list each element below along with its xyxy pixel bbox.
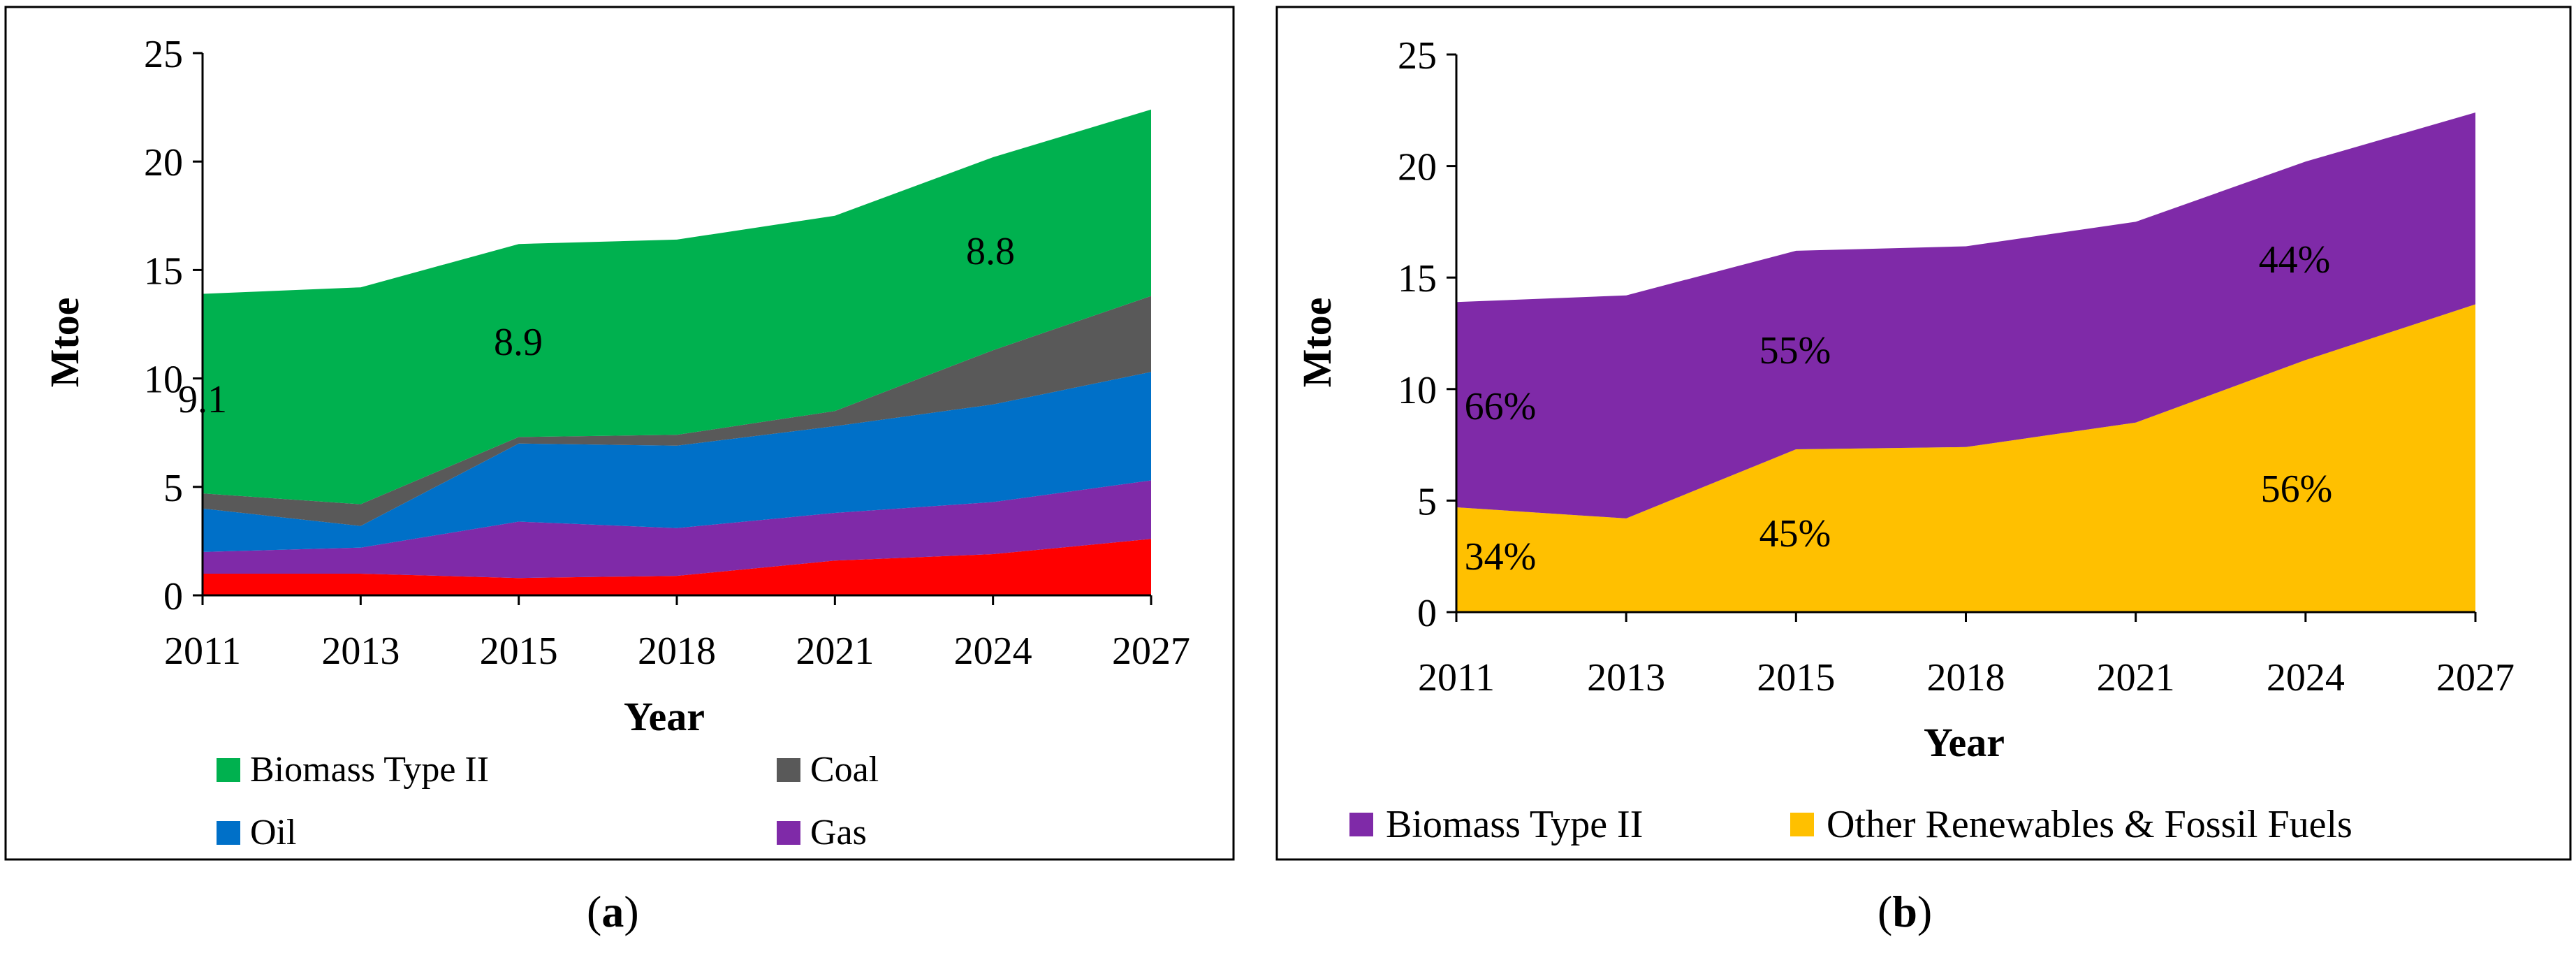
x-tick-label: 2011: [1418, 656, 1495, 699]
y-tick-label: 5: [1417, 480, 1437, 523]
annotation-label: 8.9: [494, 321, 543, 364]
area-series-biomass-type-ii: [203, 109, 1151, 505]
legend-swatch-biomass: [217, 758, 240, 782]
legend-swatch-coal: [777, 758, 800, 782]
x-tick-label: 2015: [480, 630, 558, 673]
area-series-other: [203, 539, 1151, 595]
panel-a-areas: [203, 109, 1151, 595]
y-tick-label: 20: [1398, 146, 1437, 189]
panel-a-y-axis-title: Mtoe: [42, 298, 87, 388]
y-tick-label: 0: [1417, 592, 1437, 635]
legend-label-biomass: Biomass Type II: [1386, 803, 1643, 846]
panel-b-caption: (b): [1878, 887, 1933, 936]
annotation-label: 34%: [1465, 535, 1537, 579]
annotation-label: 66%: [1465, 385, 1537, 428]
legend-label-biomass: Biomass Type II: [250, 750, 489, 790]
area-series-biomass-type-ii: [1456, 113, 2475, 518]
legend-label-oil: Oil: [250, 813, 296, 852]
x-tick-label: 2021: [796, 630, 874, 673]
panel-b-x-ticks: 2011 2013 2015 2018 2021 2024 2027: [1418, 612, 2515, 699]
area-series-oil: [203, 372, 1151, 552]
annotation-label: 9.1: [178, 378, 227, 421]
panel-a-x-ticks: 2011 2013 2015 2018 2021 2024 2027: [164, 595, 1190, 673]
panel-b-y-axis-title: Mtoe: [1294, 298, 1340, 388]
legend-swatch-other: [1790, 813, 1814, 836]
y-tick-label: 15: [1398, 257, 1437, 300]
x-tick-label: 2021: [2097, 656, 2175, 699]
annotation-label: 45%: [1759, 512, 1831, 556]
x-tick-label: 2011: [164, 630, 241, 673]
y-tick-label: 25: [144, 33, 183, 76]
panel-b-x-axis-title: Year: [1924, 720, 2005, 765]
x-tick-label: 2018: [1927, 656, 2005, 699]
panel-b-areas: [1456, 113, 2475, 612]
legend-swatch-oil: [217, 821, 240, 845]
x-tick-label: 2027: [1112, 630, 1190, 673]
panel-b-y-ticks: 0 5 10 15 20 25: [1398, 34, 1456, 635]
panel-a-y-ticks: 0 5 10 15 20 25: [144, 33, 203, 618]
x-tick-label: 2024: [2267, 656, 2345, 699]
x-tick-label: 2013: [1587, 656, 1665, 699]
y-tick-label: 5: [163, 467, 183, 510]
annotation-label: 55%: [1759, 329, 1831, 372]
x-tick-label: 2024: [954, 630, 1032, 673]
y-tick-label: 10: [144, 358, 183, 402]
annotation-label: 56%: [2261, 467, 2333, 511]
legend-label-gas: Gas: [810, 813, 867, 852]
y-tick-label: 10: [1398, 369, 1437, 412]
annotation-label: 44%: [2259, 238, 2331, 282]
area-series-other-renewables-fossil-fuels: [1456, 304, 2475, 612]
panel-a-caption: (a): [587, 887, 639, 936]
y-tick-label: 25: [1398, 34, 1437, 78]
x-tick-label: 2015: [1757, 656, 1835, 699]
y-tick-label: 20: [144, 141, 183, 184]
panel-b-caption-letter: b: [1892, 887, 1917, 936]
y-tick-label: 15: [144, 249, 183, 293]
panel-a-caption-letter: a: [601, 887, 624, 936]
area-series-coal: [203, 296, 1151, 526]
x-tick-label: 2018: [638, 630, 716, 673]
x-tick-label: 2013: [321, 630, 400, 673]
legend-label-coal: Coal: [810, 750, 879, 790]
legend-label-other: Other Renewables & Fossil Fuels: [1827, 803, 2352, 846]
y-tick-label: 0: [163, 575, 183, 618]
legend-swatch-gas: [777, 821, 800, 845]
panel-a-x-axis-title: Year: [624, 694, 705, 739]
annotation-label: 8.8: [966, 230, 1015, 273]
x-tick-label: 2027: [2436, 656, 2515, 699]
area-series-gas: [203, 480, 1151, 579]
legend-swatch-biomass: [1349, 813, 1373, 836]
